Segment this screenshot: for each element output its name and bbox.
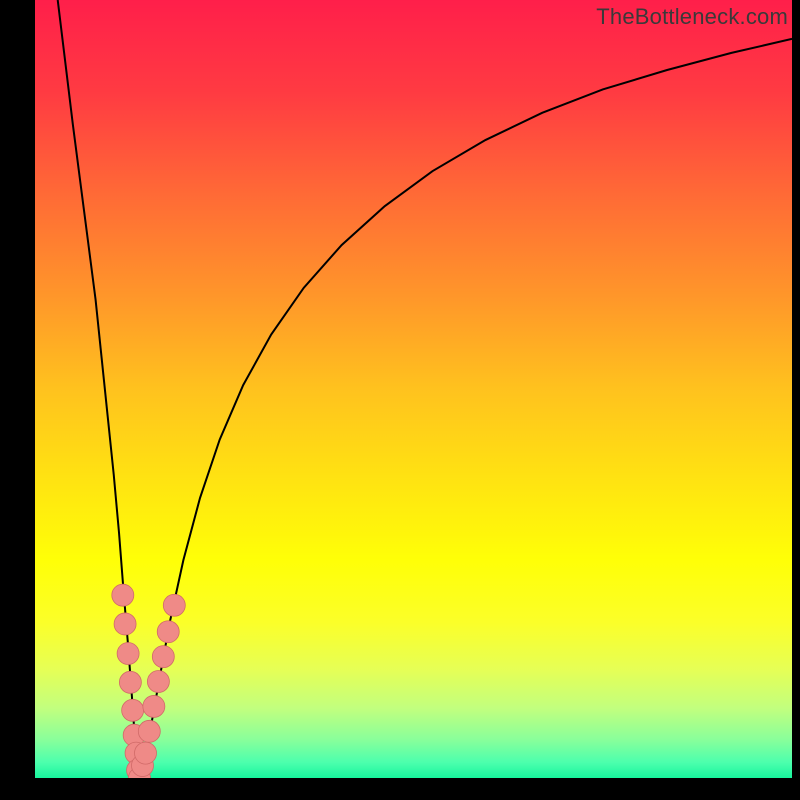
data-marker: [152, 646, 174, 668]
data-marker: [138, 720, 160, 742]
data-marker: [147, 671, 169, 693]
frame-bottom: [0, 778, 800, 800]
data-marker: [117, 643, 139, 665]
data-marker: [112, 584, 134, 606]
data-marker: [163, 594, 185, 616]
data-marker: [122, 699, 144, 721]
watermark-text: TheBottleneck.com: [596, 4, 788, 30]
gradient-background: [35, 0, 792, 778]
data-marker: [143, 695, 165, 717]
data-marker: [157, 621, 179, 643]
frame-left: [0, 0, 35, 800]
data-marker: [135, 742, 157, 764]
data-marker: [114, 613, 136, 635]
plot-area: [35, 0, 792, 778]
frame-right: [792, 0, 800, 800]
plot-svg: [35, 0, 792, 778]
data-marker: [119, 671, 141, 693]
chart-root: TheBottleneck.com: [0, 0, 800, 800]
